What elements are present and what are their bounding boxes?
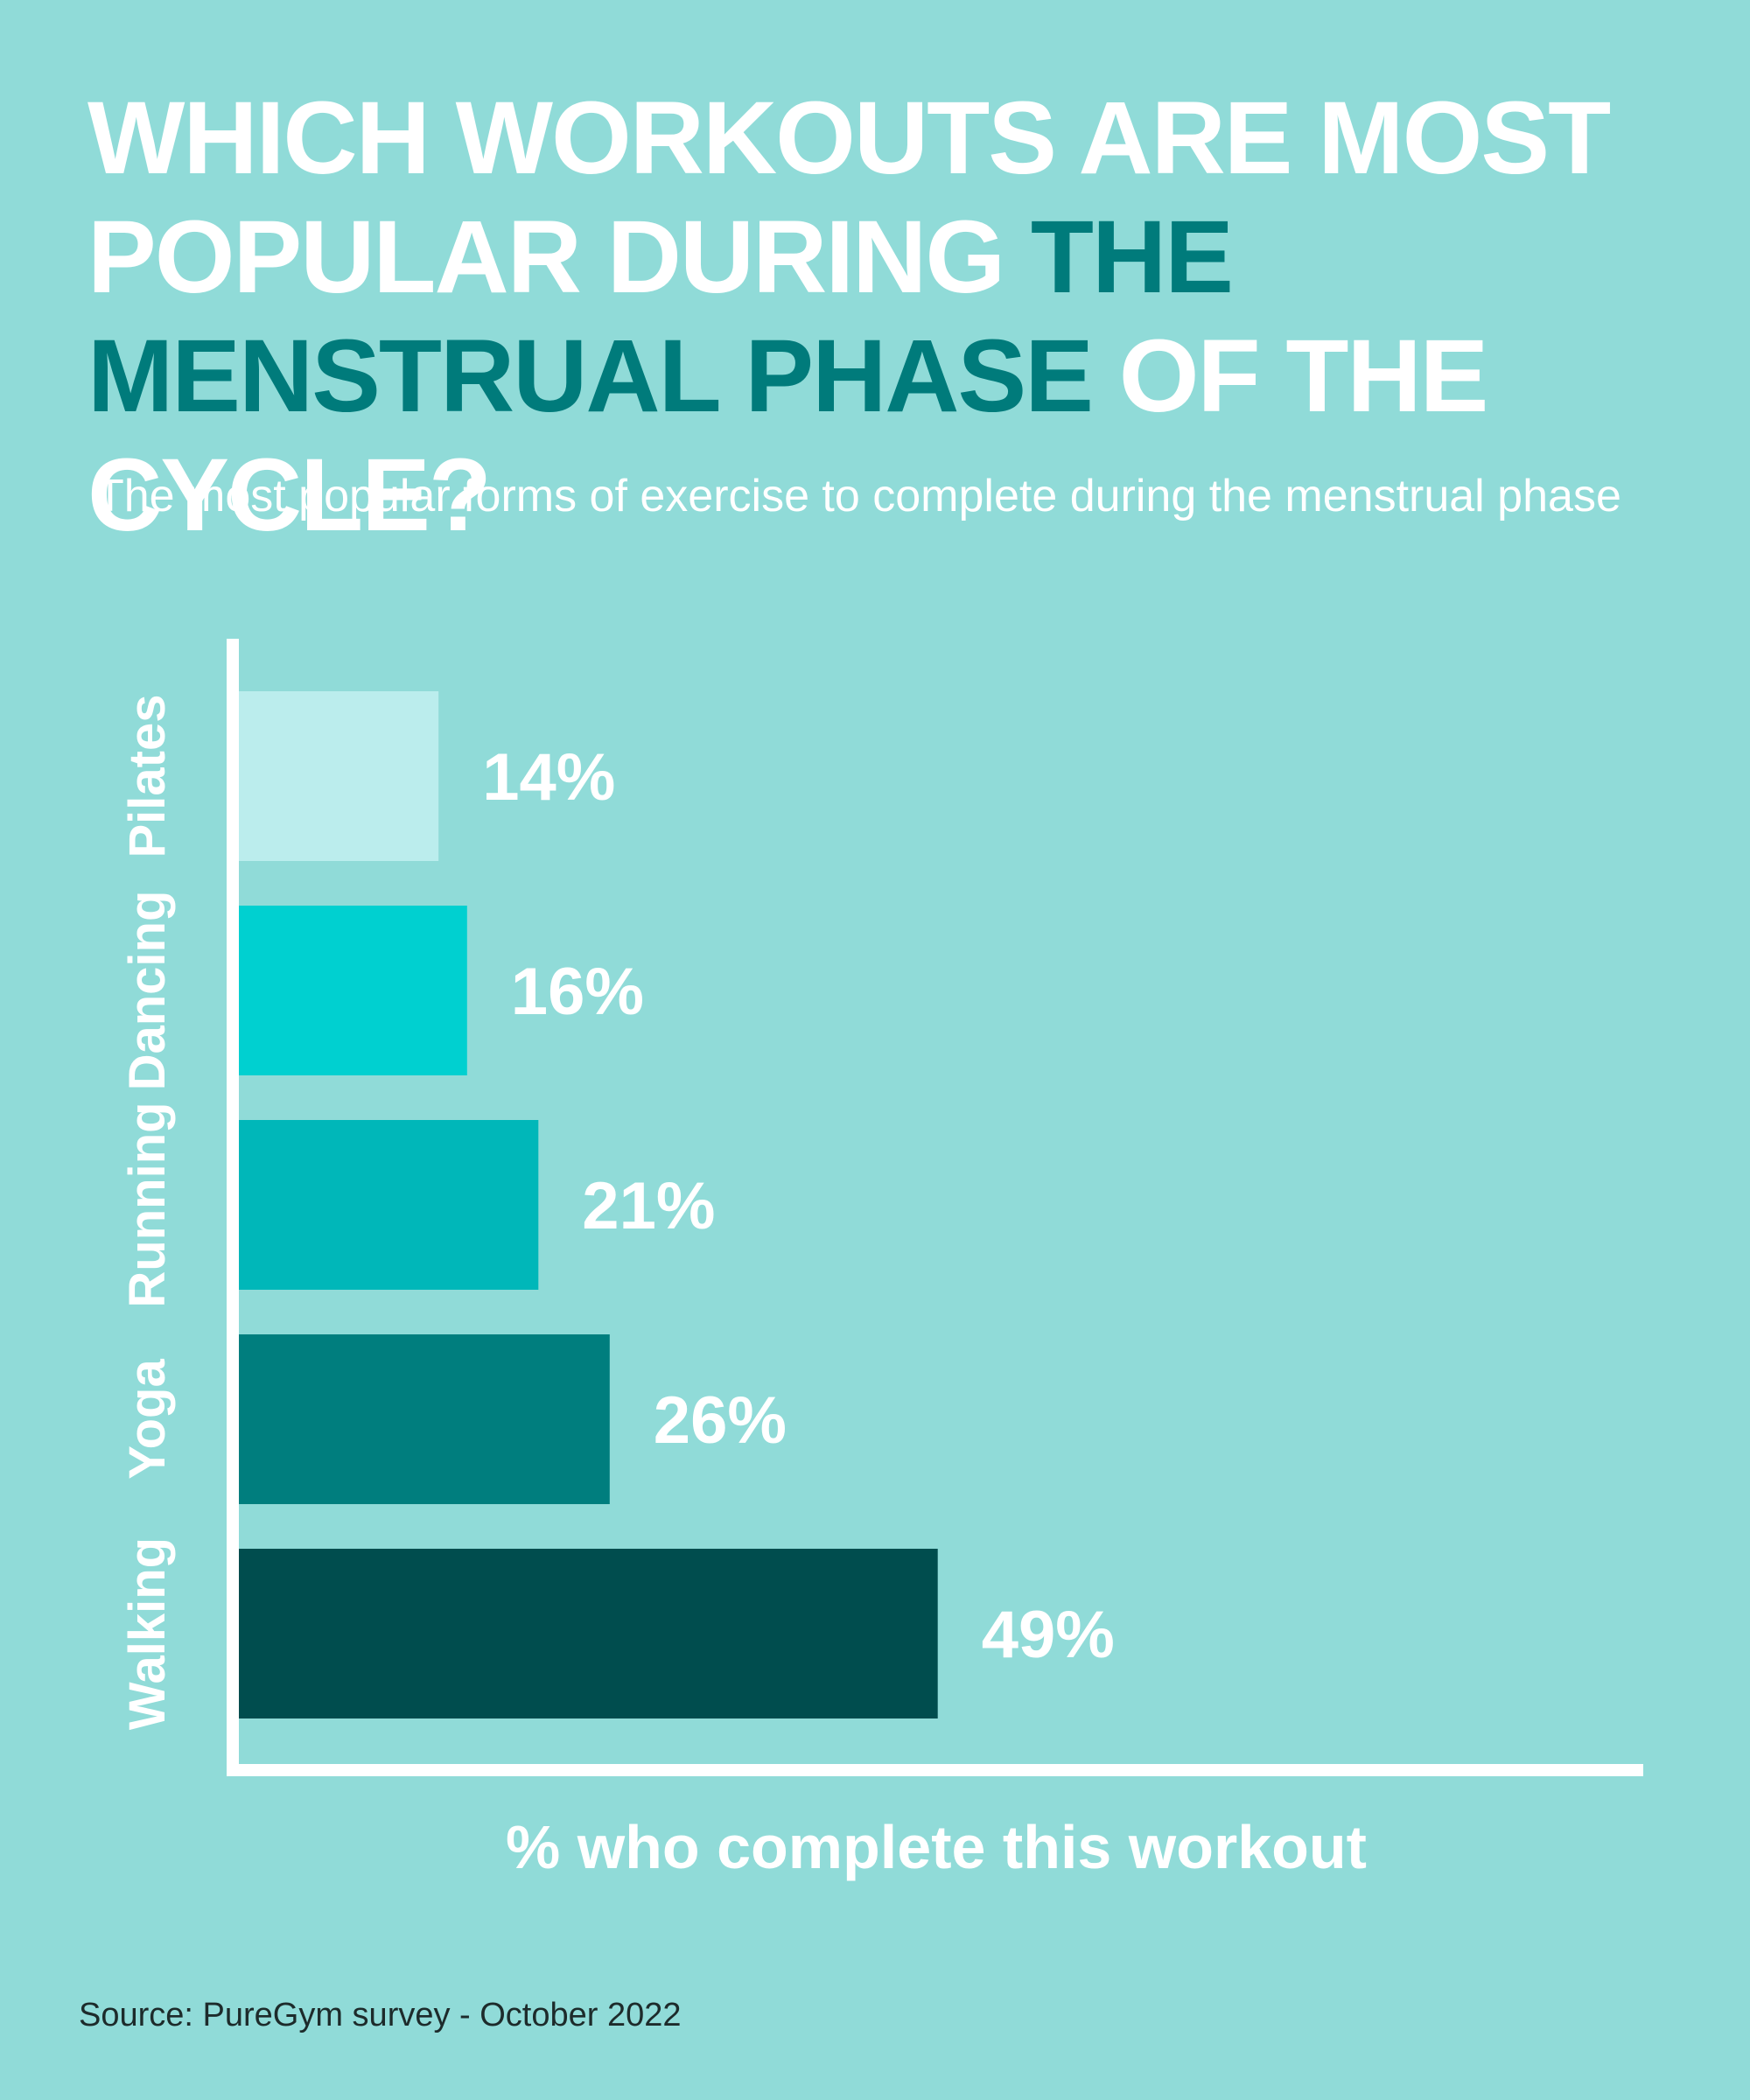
category-label-pilates: Pilates xyxy=(119,695,176,858)
category-label-running: Running xyxy=(119,1102,176,1307)
title-highlight: THE MENSTRUAL PHASE xyxy=(88,200,1234,434)
category-label-yoga: Yoga xyxy=(119,1359,176,1480)
source-note: Source: PureGym survey - October 2022 xyxy=(79,1997,682,2034)
bar-yoga xyxy=(239,1334,610,1504)
bar-running xyxy=(239,1120,539,1290)
bar-walking xyxy=(239,1549,938,1718)
category-label-walking: Walking xyxy=(119,1537,176,1730)
chart-subtitle: The most popular forms of exercise to co… xyxy=(96,471,1621,522)
title-part-2: OF THE CYCLE? xyxy=(88,318,1488,553)
title-part-1: WHICH WORKOUTS ARE MOST POPULAR DURING xyxy=(88,80,1611,315)
value-label-pilates: 14% xyxy=(482,740,615,815)
x-axis-label: % who complete this workout xyxy=(506,1813,1367,1881)
value-label-running: 21% xyxy=(582,1169,715,1243)
value-label-yoga: 26% xyxy=(654,1383,787,1458)
chart-title: WHICH WORKOUTS ARE MOST POPULAR DURING T… xyxy=(88,79,1715,555)
labels-group: 14% Pilates 16% Dancing 21% Running 26% Yoga 49%… xyxy=(119,695,1115,1731)
category-label-dancing: Dancing xyxy=(119,891,176,1091)
bar-chart: 14% Pilates 16% Dancing 21% Running 26% Yoga 49%… xyxy=(119,639,1643,1881)
axes-group xyxy=(227,639,1643,1776)
value-label-dancing: 16% xyxy=(511,955,644,1029)
bar-dancing xyxy=(239,906,467,1075)
value-label-walking: 49% xyxy=(982,1598,1115,1672)
bars-group xyxy=(239,691,938,1718)
bar-pilates xyxy=(239,691,439,861)
